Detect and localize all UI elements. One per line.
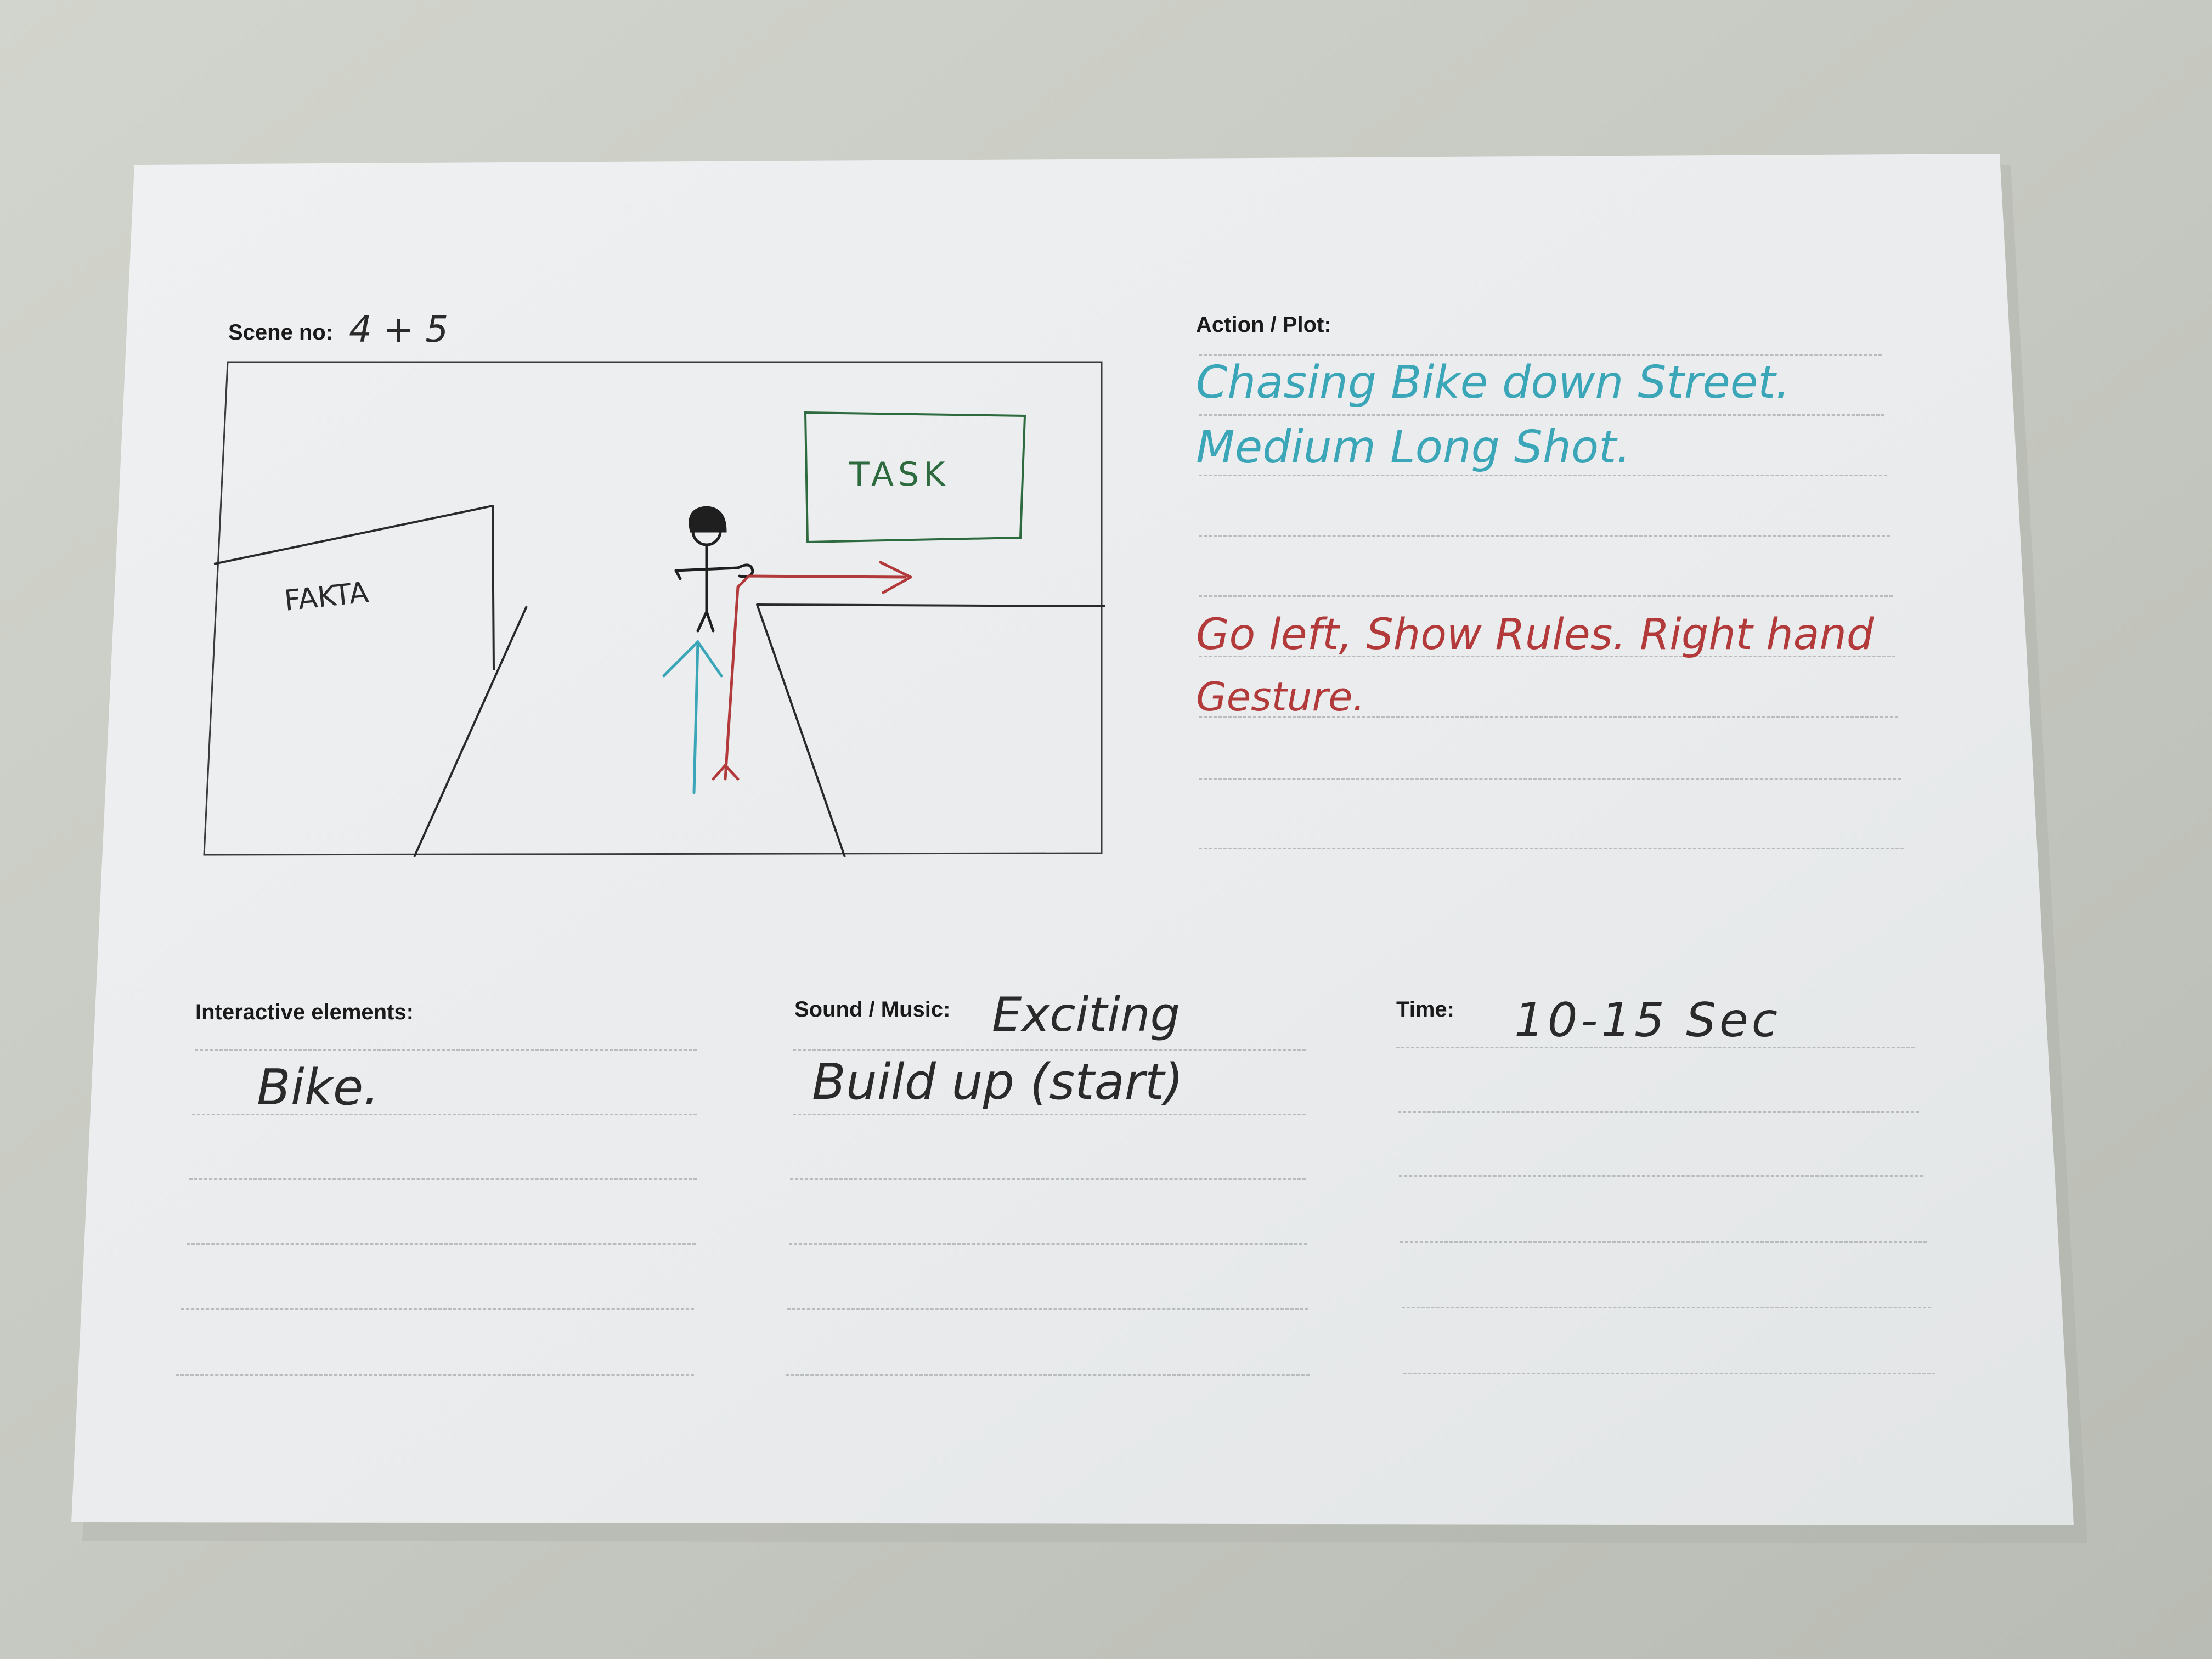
rule-line	[1396, 1047, 1915, 1048]
rule-line	[189, 1178, 697, 1180]
rule-line	[786, 1374, 1310, 1376]
rule-line	[1199, 475, 1887, 476]
rule-line	[1399, 1175, 1923, 1177]
rule-line	[1199, 595, 1893, 597]
rule-line	[1403, 1373, 1936, 1374]
rule-line	[176, 1374, 694, 1376]
sound-music-label: Sound / Music:	[794, 997, 951, 1022]
paper-sheet	[71, 154, 2074, 1525]
time-label: Time:	[1396, 997, 1454, 1022]
action-line-3: Go left, Show Rules. Right hand	[1196, 610, 1874, 659]
rule-line	[1199, 716, 1898, 718]
sound-music-line-1: Exciting	[992, 988, 1181, 1042]
rule-line	[1199, 414, 1884, 416]
stick-figure	[674, 506, 754, 633]
rule-line	[787, 1308, 1308, 1310]
rule-line	[1402, 1307, 1931, 1308]
action-line-1: Chasing Bike down Street.	[1196, 357, 1790, 409]
action-plot-label: Action / Plot:	[1196, 313, 1331, 337]
rule-line	[790, 1178, 1306, 1180]
road-left-edge	[413, 606, 528, 857]
interactive-elements-label: Interactive elements:	[195, 1000, 414, 1024]
scene-no-value: 4 + 5	[349, 308, 449, 351]
rule-line	[789, 1243, 1307, 1245]
scene-no-label: Scene no:	[228, 320, 334, 345]
rule-line	[1199, 656, 1895, 657]
rule-line	[187, 1243, 696, 1245]
action-line-2: Medium Long Shot.	[1196, 421, 1631, 473]
road-right-edge	[756, 603, 1106, 857]
red-arrow	[712, 561, 912, 781]
fakta-wall	[213, 505, 495, 671]
interactive-elements-value: Bike.	[257, 1059, 379, 1116]
sound-music-line-2: Build up (start)	[812, 1053, 1184, 1111]
rule-line	[1398, 1111, 1919, 1113]
sketch-frame	[203, 361, 1106, 857]
time-value: 10-15 Sec	[1514, 993, 1781, 1048]
rule-line	[181, 1308, 694, 1310]
rule-line	[793, 1049, 1306, 1051]
task-box	[804, 411, 1026, 544]
rule-line	[1400, 1241, 1927, 1243]
rule-line	[1199, 535, 1890, 537]
rule-line	[1199, 354, 1882, 356]
rule-line	[1199, 778, 1901, 780]
rule-line	[195, 1049, 697, 1051]
teal-arrow	[662, 640, 723, 794]
rule-line	[192, 1114, 697, 1115]
rule-line	[793, 1114, 1306, 1115]
rule-line	[1199, 848, 1904, 849]
task-label: TASK	[849, 455, 950, 494]
action-line-4: Gesture.	[1196, 674, 1365, 720]
frame-border	[203, 361, 1103, 856]
